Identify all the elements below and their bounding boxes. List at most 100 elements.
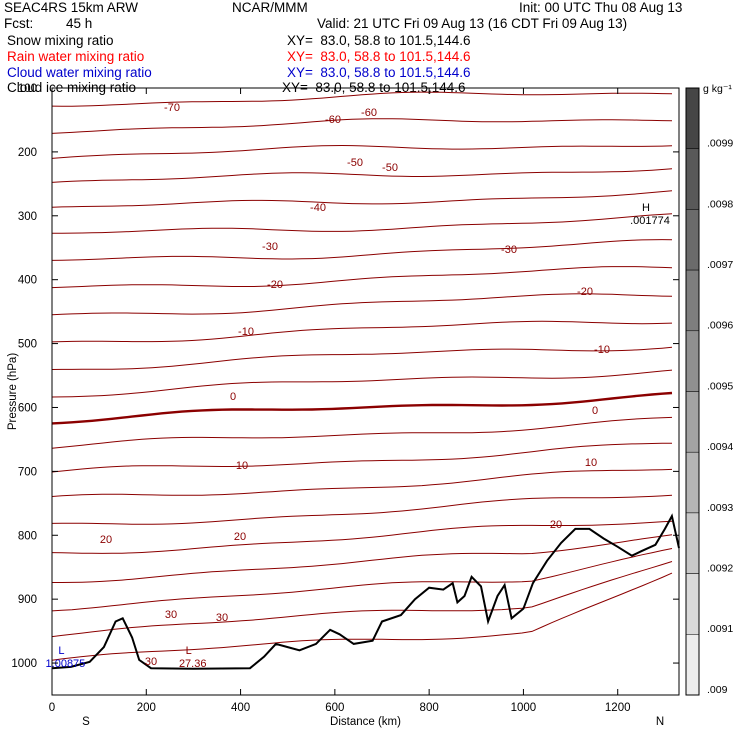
y-tick-label: 800 [18,530,37,542]
colorbar-swatch [685,269,700,332]
contour-labels: -70 -60 -60 -50 -50 -40 -30 -30 -20 -20 -10 -10 0 0 10… [100,102,610,668]
contour-line [51,572,673,661]
colorbar-swatch [685,634,700,696]
contour-line [51,468,673,497]
field-xy-snow: XY= 83.0, 58.8 to 101.5,144.6 [287,33,471,48]
contour-line [51,369,673,398]
contour-line [51,144,673,159]
colorbar-label: .0091 [707,623,733,635]
x-tick-label: 600 [325,702,344,714]
x-tick-label: 0 [49,702,55,714]
contour-line-zero [51,391,673,425]
contour-label: 30 [145,656,157,668]
terrain-layer [51,513,680,670]
colorbar-label: .0095 [707,380,733,392]
contour-label: 30 [216,612,228,624]
y-tick-label: 700 [18,466,37,478]
colorbar-label: .0093 [707,502,733,514]
contour-line [51,213,673,234]
x-tick-label: 1000 [511,702,537,714]
center-name: NCAR/MMM [232,0,308,15]
y-tick-label: 100 [18,83,37,95]
contour-label: -20 [267,279,283,291]
colorbar-swatch [685,451,700,514]
contour-label: -70 [164,102,180,114]
contour-label: 10 [585,457,597,469]
contour-line [51,320,673,343]
field-name-rain: Rain water mixing ratio [7,49,145,64]
contour-line [51,168,673,183]
y-axis-label: Pressure (hPa) [7,353,19,431]
contour-line [51,548,673,612]
temperature-contours [51,91,673,661]
contour-label: -20 [577,286,593,298]
contour-label: 0 [592,405,598,417]
extremum-type: H [642,202,650,214]
valid-time: Valid: 21 UTC Fri 09 Aug 13 (16 CDT Fri … [317,16,628,31]
extremum-value: .001774 [630,215,670,227]
field-name-cloud-water: Cloud water mixing ratio [7,65,152,80]
y-tick-label: 1000 [11,658,37,670]
contour-label: -60 [361,107,377,119]
colorbar-frame [685,87,700,696]
contour-line [51,239,673,261]
y-tick-label: 300 [18,211,37,223]
contour-label: -10 [238,326,254,338]
colorbar-label: .009 [707,684,728,696]
colorbar-swatch [685,573,700,635]
contour-line [51,293,673,316]
field-name-snow: Snow mixing ratio [7,33,114,48]
extremum-value: 27.36 [179,658,207,670]
contour-label: 20 [550,519,562,531]
contour-line [51,442,673,473]
x-tick-label: 1200 [605,702,631,714]
x-end-label-north: N [656,716,664,728]
x-axis-label: Distance (km) [330,716,401,728]
y-tick-label: 400 [18,275,37,287]
x-tick-label: 200 [137,702,156,714]
y-tick-label: 500 [18,339,37,351]
colorbar-label: .0098 [707,198,733,210]
contour-line [51,561,673,638]
extremum-value: 1.00875 [46,658,86,670]
colorbar-label: .0099 [707,138,733,150]
x-end-label-south: S [82,716,90,728]
field-xy-cloud-water: XY= 83.0, 58.8 to 101.5,144.6 [287,65,471,80]
y-tick-label: 200 [18,147,37,159]
contour-label: -30 [262,241,278,253]
contour-label: 20 [234,531,246,543]
y-tick-label: 600 [18,402,37,414]
colorbar-label: .0097 [707,259,733,271]
y-tick-label: 900 [18,594,37,606]
forecast-label: Fcst: [4,16,34,31]
extremum-type: L [58,645,64,657]
plot-frame [51,87,680,696]
contour-label: 10 [236,460,248,472]
contour-label: -50 [382,162,398,174]
colorbar-swatch [685,148,700,210]
terrain-line [51,513,680,670]
contour-label: -40 [310,202,326,214]
contour-line [51,494,673,525]
forecast-hours: 45 h [66,16,93,31]
model-title: SEAC4RS 15km ARW [4,0,139,15]
colorbar: g kg⁻¹ .0099 .0098 .0097 .0096 .0095 .0094 .009… [685,83,733,696]
colorbar-label: .0096 [707,320,733,332]
contour-label: 30 [165,609,177,621]
contour-line [51,520,673,554]
contour-line [51,91,673,107]
contour-line [51,118,673,134]
contour-line [51,416,673,449]
contour-line [51,190,673,208]
extremum-type: L [186,645,192,657]
contour-line [51,266,673,289]
x-tick-label: 800 [420,702,439,714]
contour-label: -30 [501,244,517,256]
contour-label: -60 [325,114,341,126]
init-time: Init: 00 UTC Thu 08 Aug 13 [519,0,683,15]
contour-line [51,346,673,370]
colorbar-label: .0092 [707,563,733,575]
colorbar-swatch [685,391,700,453]
